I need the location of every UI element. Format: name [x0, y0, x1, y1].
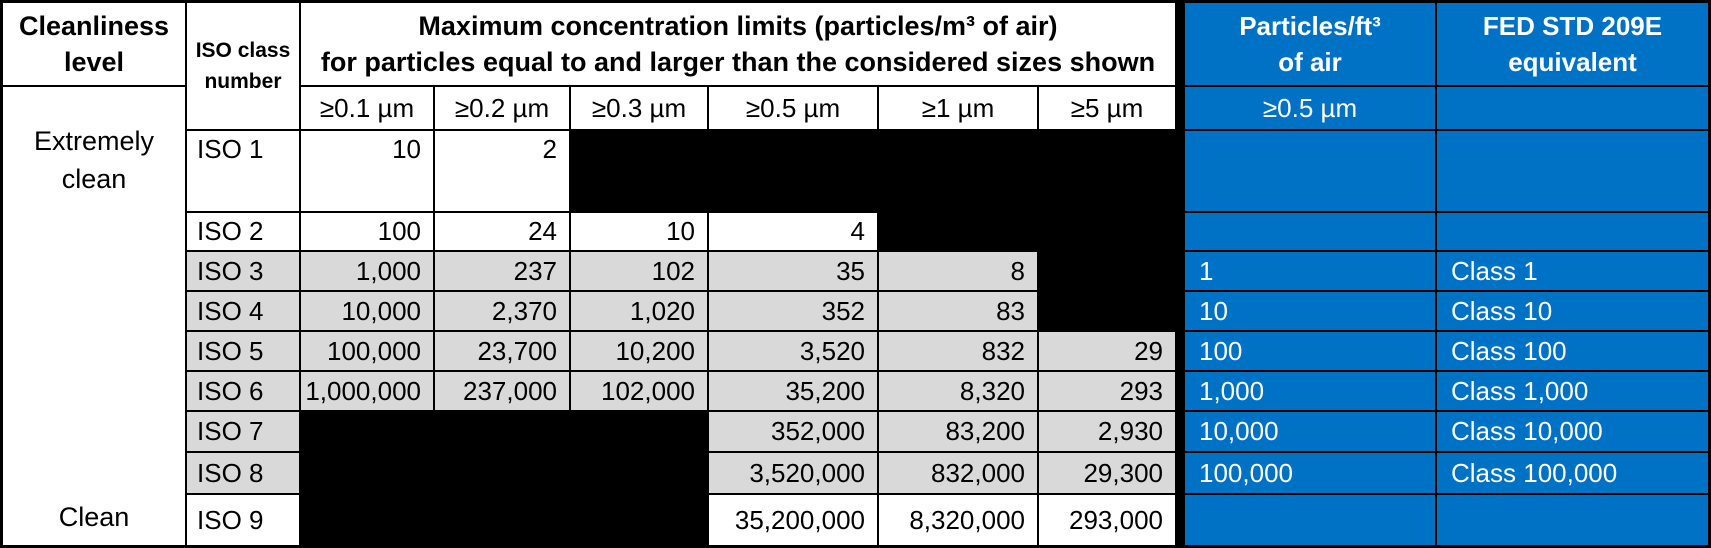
iso3-value-0-2um: 237	[435, 252, 569, 290]
iso3-value-0-5um: 35	[709, 252, 877, 290]
iso8-value-1um: 832,000	[879, 453, 1037, 493]
iso5-value-5um: 29	[1039, 332, 1175, 370]
fed-std-209e-header-line2: equivalent	[1508, 47, 1637, 77]
size-header-0-3um: ≥0.3 µm	[571, 87, 707, 129]
cleanliness-level-header-text: Cleanliness level	[18, 10, 170, 77]
iso5-value-0-1um: 100,000	[301, 332, 433, 370]
iso1-value-0-2um: 2	[435, 131, 569, 211]
iso6-value-0-3um: 102,000	[571, 372, 707, 410]
iso3-blocked-cells	[1039, 252, 1175, 290]
max-concentration-header: Maximum concentration limits (particles/…	[301, 3, 1175, 85]
fed-particles-iso6: 1,000	[1185, 372, 1435, 410]
fed-class-iso9	[1437, 495, 1708, 545]
fed-class-iso3: Class 1	[1437, 252, 1708, 290]
iso6-value-5um: 293	[1039, 372, 1175, 410]
iso9-value-1um: 8,320,000	[879, 495, 1037, 545]
iso5-value-0-3um: 10,200	[571, 332, 707, 370]
cleanliness-bottom-label: Clean	[58, 502, 130, 533]
row-label-iso5: ISO 5	[187, 332, 299, 370]
fed-particles-iso4: 10	[1185, 292, 1435, 330]
iso6-value-0-5um: 35,200	[709, 372, 877, 410]
table-separator	[1177, 3, 1183, 545]
iso4-value-0-1um: 10,000	[301, 292, 433, 330]
max-concentration-header-line2: for particles equal to and larger than t…	[320, 47, 1156, 77]
iso1-value-0-1um: 10	[301, 131, 433, 211]
fed-class-iso4: Class 10	[1437, 292, 1708, 330]
row-label-iso6: ISO 6	[187, 372, 299, 410]
fed-class-iso5: Class 100	[1437, 332, 1708, 370]
fed-particles-iso2	[1185, 213, 1435, 250]
fed-class-iso8: Class 100,000	[1437, 453, 1708, 493]
iso9-value-0-5um: 35,200,000	[709, 495, 877, 545]
fed-particles-iso9	[1185, 495, 1435, 545]
cleanliness-level-column: Extremely clean Clean	[3, 87, 185, 545]
size-header-0-2um: ≥0.2 µm	[435, 87, 569, 129]
fed-std-209e-header: FED STD 209E equivalent	[1437, 3, 1708, 85]
iso8-value-5um: 29,300	[1039, 453, 1175, 493]
iso4-value-1um: 83	[879, 292, 1037, 330]
particles-ft3-header-line2: of air	[1278, 47, 1342, 77]
iso2-value-0-2um: 24	[435, 213, 569, 250]
fed-class-iso2	[1437, 213, 1708, 250]
iso1-blocked-cells	[571, 131, 1175, 211]
iso2-value-0-1um: 100	[301, 213, 433, 250]
iso6-value-0-2um: 237,000	[435, 372, 569, 410]
iso8-blocked-cells	[301, 453, 707, 493]
fed-class-iso1	[1437, 131, 1708, 211]
fed-std-209e-header-line1: FED STD 209E	[1482, 10, 1663, 41]
iso6-value-0-1um: 1,000,000	[301, 372, 433, 410]
fed-particles-iso5: 100	[1185, 332, 1435, 370]
iso5-value-0-5um: 3,520	[709, 332, 877, 370]
iso6-value-1um: 8,320	[879, 372, 1037, 410]
iso7-value-5um: 2,930	[1039, 412, 1175, 451]
fed-class-iso7: Class 10,000	[1437, 412, 1708, 451]
iso4-value-0-2um: 2,370	[435, 292, 569, 330]
cleanliness-level-header: Cleanliness level	[3, 3, 185, 85]
fed-class-iso6: Class 1,000	[1437, 372, 1708, 410]
row-label-iso2: ISO 2	[187, 213, 299, 250]
fed-particles-iso3: 1	[1185, 252, 1435, 290]
cleanliness-top-label: Extremely clean	[33, 126, 155, 194]
iso2-value-0-3um: 10	[571, 213, 707, 250]
particles-ft3-header-line1: Particles/ft³	[1239, 10, 1381, 41]
max-concentration-header-line1: Maximum concentration limits (particles/…	[418, 10, 1058, 41]
iso8-value-0-5um: 3,520,000	[709, 453, 877, 493]
row-label-iso7: ISO 7	[187, 412, 299, 451]
row-label-iso3: ISO 3	[187, 252, 299, 290]
iso5-value-0-2um: 23,700	[435, 332, 569, 370]
iso9-value-5um: 293,000	[1039, 495, 1175, 545]
row-label-iso1: ISO 1	[187, 131, 299, 211]
fed-particles-iso1	[1185, 131, 1435, 211]
iso5-value-1um: 832	[879, 332, 1037, 370]
fed-particles-iso7: 10,000	[1185, 412, 1435, 451]
size-header-0-1um: ≥0.1 µm	[301, 87, 433, 129]
iso-class-number-header: ISO class number	[187, 3, 299, 129]
iso3-value-1um: 8	[879, 252, 1037, 290]
row-label-iso8: ISO 8	[187, 453, 299, 493]
iso4-blocked-cells	[1039, 292, 1175, 330]
iso2-value-0-5um: 4	[709, 213, 877, 250]
row-label-iso9: ISO 9	[187, 495, 299, 545]
iso3-value-0-3um: 102	[571, 252, 707, 290]
fed-size-header-blank	[1437, 87, 1708, 129]
size-header-0-5um: ≥0.5 µm	[709, 87, 877, 129]
iso7-blocked-cells	[301, 412, 707, 451]
iso7-value-1um: 83,200	[879, 412, 1037, 451]
iso-class-number-header-text: ISO class number	[195, 38, 291, 94]
row-label-iso4: ISO 4	[187, 292, 299, 330]
iso2-blocked-cells	[879, 213, 1175, 250]
iso4-value-0-3um: 1,020	[571, 292, 707, 330]
fed-size-header-0-5um: ≥0.5 µm	[1185, 87, 1435, 129]
iso4-value-0-5um: 352	[709, 292, 877, 330]
iso3-value-0-1um: 1,000	[301, 252, 433, 290]
iso9-blocked-cells	[301, 495, 707, 545]
size-header-5um: ≥5 µm	[1039, 87, 1175, 129]
fed-particles-iso8: 100,000	[1185, 453, 1435, 493]
size-header-1um: ≥1 µm	[879, 87, 1037, 129]
particles-ft3-header: Particles/ft³ of air	[1185, 3, 1435, 85]
iso7-value-0-5um: 352,000	[709, 412, 877, 451]
